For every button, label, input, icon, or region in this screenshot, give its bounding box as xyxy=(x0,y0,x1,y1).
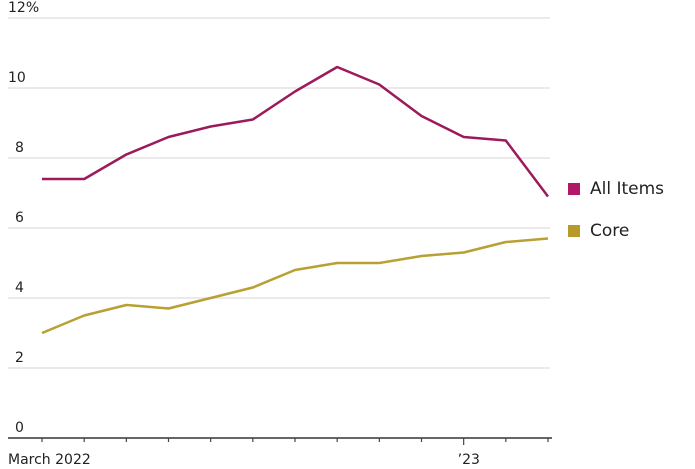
y-tick-label: 12% xyxy=(8,0,39,16)
legend-label-core: Core xyxy=(590,221,630,241)
x-tick-label: ’23 xyxy=(458,452,480,468)
legend-item-core: Core xyxy=(568,221,629,241)
legend-label-all-items: All Items xyxy=(590,179,665,199)
all-items-swatch-icon xyxy=(568,183,580,195)
x-tick-label: March 2022 xyxy=(8,452,91,468)
x-axis: March 2022 ’23 xyxy=(8,437,552,468)
gridlines xyxy=(8,17,550,369)
series-line-all-items xyxy=(42,65,549,198)
series-lines xyxy=(41,65,549,335)
y-tick-label: 10 xyxy=(8,70,26,86)
core-swatch-icon xyxy=(568,225,580,237)
y-tick-label: 0 xyxy=(15,420,24,436)
y-tick-label: 6 xyxy=(15,210,24,226)
y-tick-label: 2 xyxy=(15,350,24,366)
legend-item-all-items: All Items xyxy=(568,179,664,199)
series-line-core xyxy=(41,237,549,335)
y-tick-label: 8 xyxy=(15,140,24,156)
y-tick-label: 4 xyxy=(15,280,24,296)
y-axis-labels: 0 2 4 6 8 10 12% xyxy=(8,0,39,436)
